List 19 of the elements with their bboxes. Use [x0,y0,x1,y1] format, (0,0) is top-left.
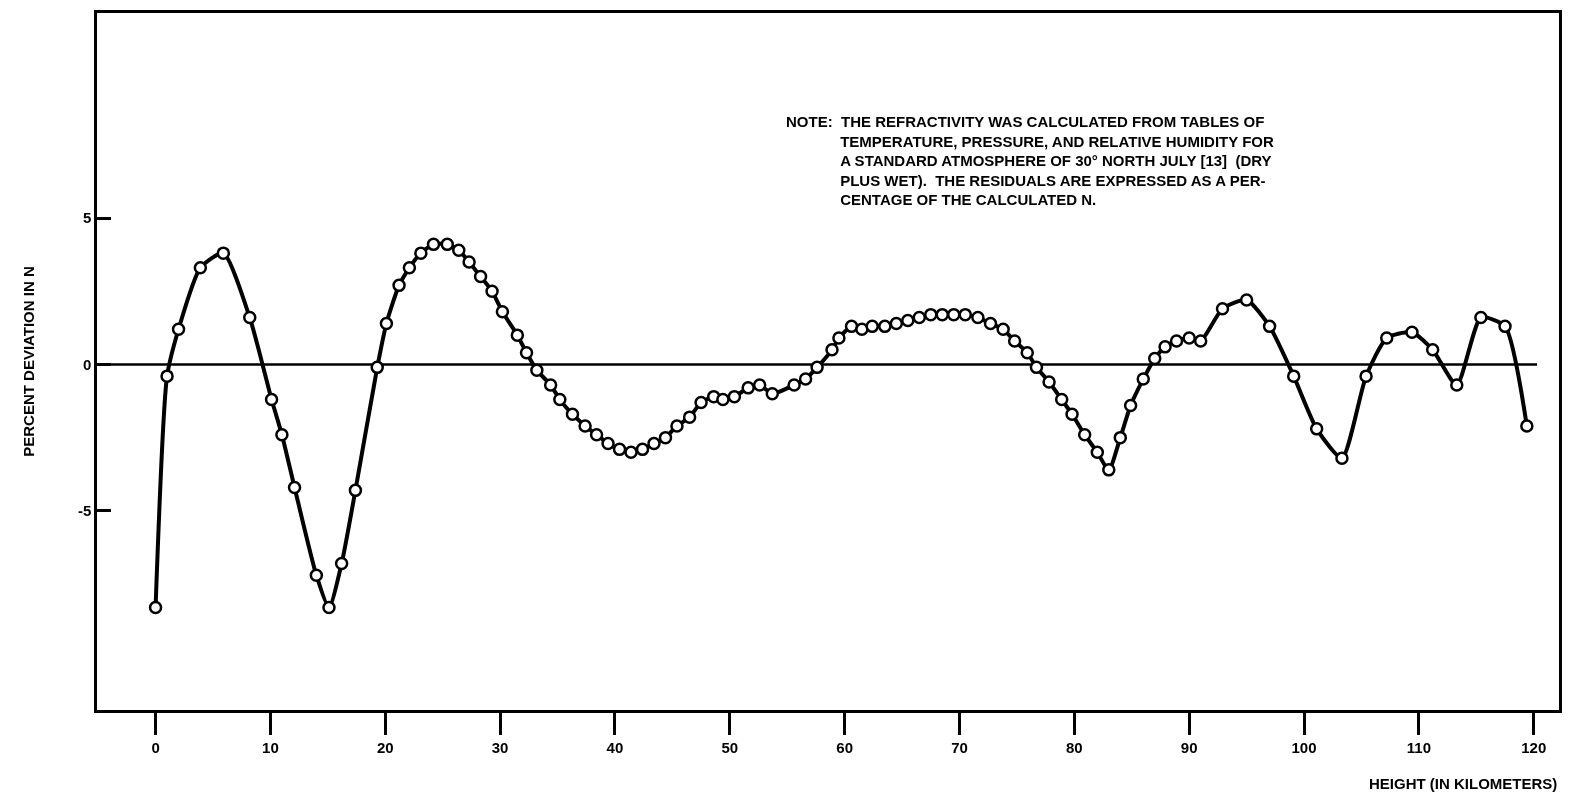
x-tick-label: 30 [491,738,509,756]
y-tick-label: -5 [77,502,92,520]
y-tick-label: 5 [82,209,92,227]
x-tick-label: 0 [151,738,160,756]
x-tick-label: 100 [1291,738,1317,756]
x-tick-label: 90 [1180,738,1198,756]
x-tick-label: 50 [721,738,739,756]
y-axis-title: PERCENT DEVIATION IN N [20,266,38,457]
x-axis-title: HEIGHT (IN KILOMETERS) [1369,775,1558,792]
x-tick-label: 80 [1066,738,1083,756]
x-tick-label: 110 [1406,738,1431,756]
x-tick-label: 40 [606,738,624,756]
x-tick-label: 10 [262,738,279,756]
x-tick-label: 70 [951,738,968,756]
annotation: NOTE: THE REFRACTIVITY WAS CALCULATED FROM TABLES OF TEMPERATURE, PRESSURE, AND RELATIVE HUMIDITY FOR A STANDARD ATMOSPHERE OF 30° NORTH JULY [13] (DRY PLUS WET). THE RESIDUALS ARE EXPRESSED AS A PER- CENTAGE OF THE CALCULATED N. [786,113,1274,208]
y-tick-label: 0 [82,355,92,373]
x-tick-label: 20 [376,738,394,756]
x-tick-label: 60 [836,738,853,756]
x-tick-label: 120 [1521,738,1547,756]
